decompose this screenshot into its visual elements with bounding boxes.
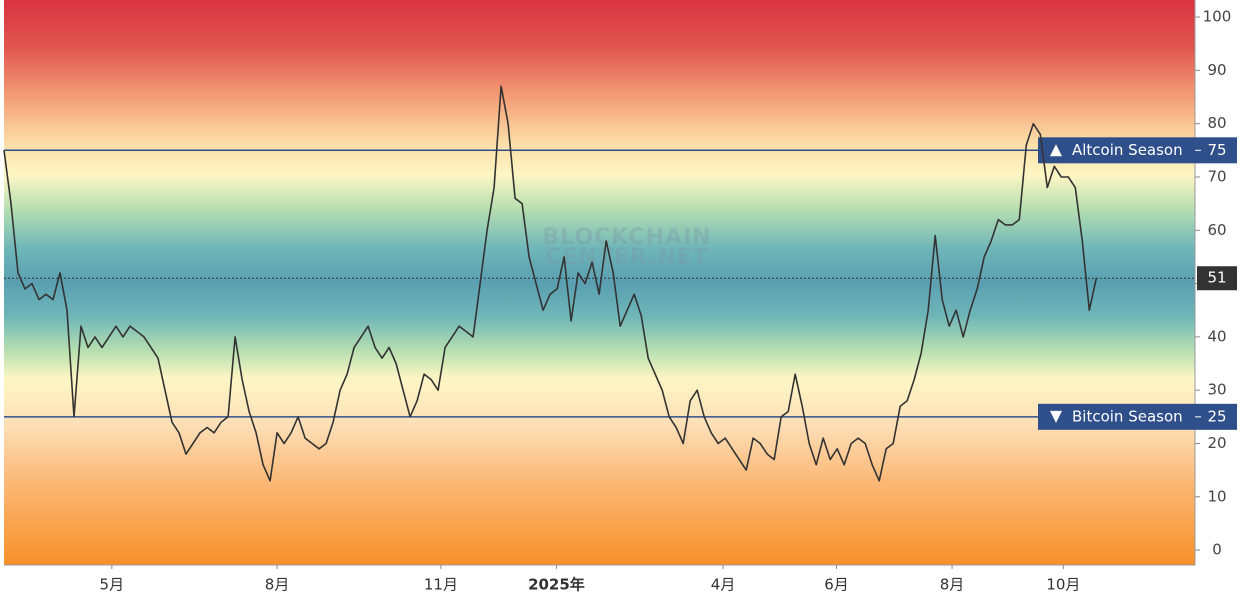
threshold-name: Bitcoin Season <box>1072 407 1183 425</box>
x-tick-label: 10月 <box>1046 576 1080 594</box>
y-tick-label: 20 <box>1207 434 1226 452</box>
threshold-badge <box>1038 137 1237 164</box>
x-tick-label: 11月 <box>424 576 458 594</box>
plot-background <box>4 0 1195 565</box>
current-value-badge <box>1197 266 1237 291</box>
current-value-label: 51 <box>1207 269 1226 287</box>
threshold-name: Altcoin Season <box>1072 141 1183 159</box>
arrow-icon <box>1050 144 1062 157</box>
x-tick-label: 8月 <box>940 576 965 594</box>
y-tick-label: 0 <box>1212 541 1222 559</box>
threshold-value: 75 <box>1207 141 1226 159</box>
y-tick-label: 60 <box>1207 221 1226 239</box>
x-tick-label: 8月 <box>265 576 290 594</box>
x-tick-label: 2025年 <box>528 576 585 594</box>
x-tick-label: 5月 <box>100 576 125 594</box>
y-tick-label: 40 <box>1207 327 1226 345</box>
y-tick-label: 30 <box>1207 381 1226 399</box>
x-tick-label: 6月 <box>824 576 849 594</box>
y-tick-label: 10 <box>1207 487 1226 505</box>
y-tick-label: 70 <box>1207 167 1226 185</box>
y-tick-label: 90 <box>1207 61 1226 79</box>
watermark: CENTER.NET <box>545 245 709 270</box>
y-tick-label: 100 <box>1203 8 1232 26</box>
x-tick-label: 4月 <box>711 576 736 594</box>
watermark: BLOCKCHAIN <box>542 225 711 250</box>
series-line <box>3 85 1098 482</box>
threshold-value: 25 <box>1207 407 1226 425</box>
arrow-icon <box>1050 410 1062 423</box>
y-tick-label: 80 <box>1207 114 1226 132</box>
threshold-badge <box>1038 403 1237 430</box>
